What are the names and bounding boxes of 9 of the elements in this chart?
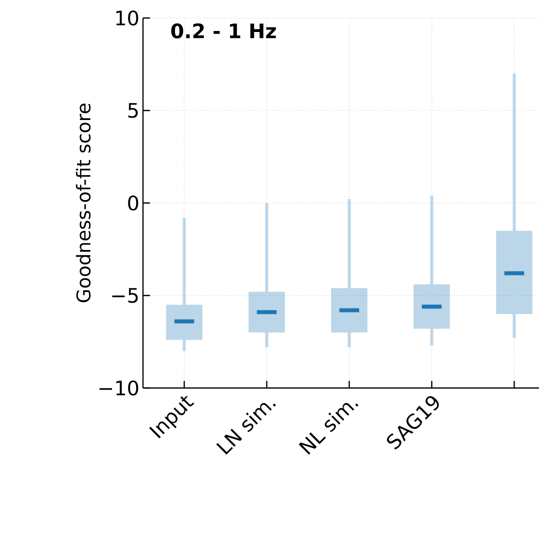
- x-tick-label: LN sim.: [216, 402, 276, 455]
- x-tick-label: NL sim.: [298, 402, 358, 455]
- y-tick-label: −10: [100, 380, 138, 396]
- y-tick-label: 5: [128, 103, 138, 118]
- y-tick-label: 10: [116, 10, 138, 26]
- y-tick-label: −5: [112, 288, 138, 303]
- y-axis-title: Goodness-of-fit score: [76, 104, 91, 302]
- y-tick-label: 0: [128, 195, 138, 211]
- chart-title: 0.2 - 1 Hz: [171, 23, 276, 38]
